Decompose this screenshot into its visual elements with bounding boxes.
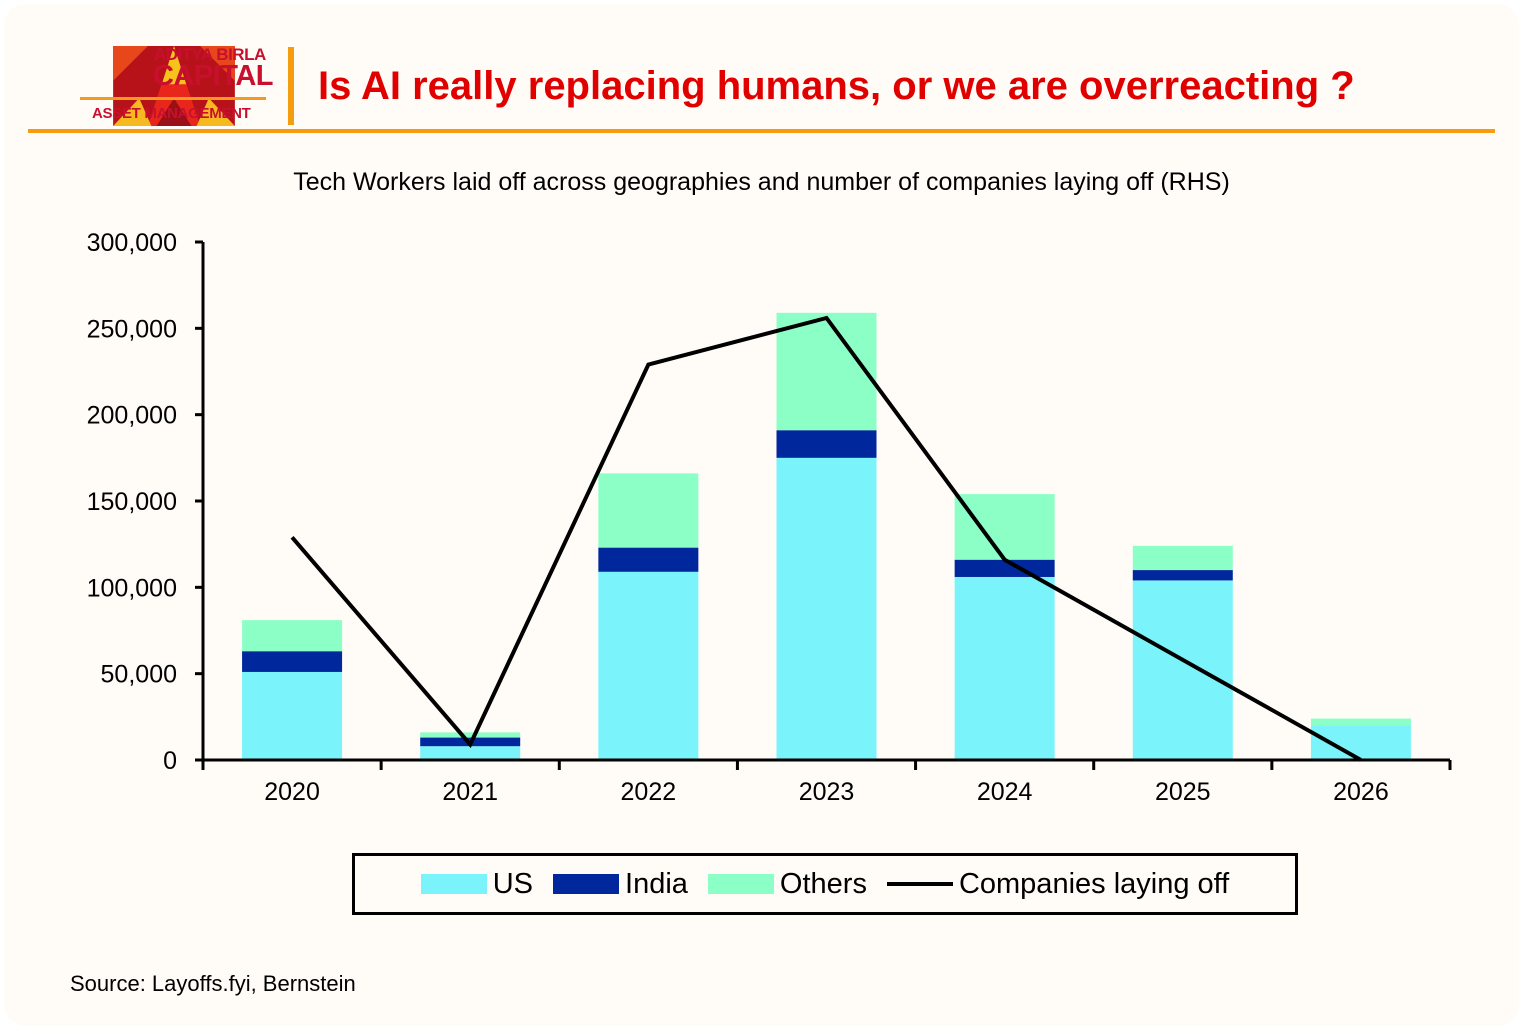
bar-india-2023 bbox=[776, 430, 877, 458]
y-tick-label: 150,000 bbox=[87, 488, 177, 516]
bar-us-2023 bbox=[776, 457, 877, 760]
brand-subtitle: ASSET MANAGEMENT bbox=[92, 105, 251, 122]
line-companies-laying-off bbox=[290, 315, 1362, 762]
brand-name: ADITYA BIRLA bbox=[154, 45, 266, 64]
bar-us-2026 bbox=[1310, 725, 1411, 760]
bar-others-2024 bbox=[954, 494, 1055, 560]
x-tick-label: 2023 bbox=[799, 778, 855, 806]
legend-item-india: India bbox=[553, 868, 688, 901]
x-tick-label: 2026 bbox=[1333, 778, 1389, 806]
source-note: Source: Layoffs.fyi, Bernstein bbox=[70, 971, 356, 996]
x-tick-label: 2025 bbox=[1155, 778, 1211, 806]
y-tick-label: 300,000 bbox=[87, 229, 177, 257]
bar-us-2025 bbox=[1132, 580, 1233, 760]
brand-capital: CAPITAL bbox=[153, 60, 274, 92]
bar-others-2022 bbox=[598, 473, 699, 548]
header-rule bbox=[28, 129, 1495, 133]
legend-swatch bbox=[707, 874, 774, 894]
y-tick-label: 50,000 bbox=[101, 661, 177, 689]
legend-swatch bbox=[553, 874, 620, 894]
legend-label: US bbox=[492, 867, 534, 900]
bar-us-2024 bbox=[954, 576, 1055, 760]
y-tick-label: 250,000 bbox=[87, 315, 177, 343]
bar-others-2025 bbox=[1132, 545, 1233, 571]
x-tick-label: 2024 bbox=[977, 778, 1033, 806]
legend-label: Others bbox=[779, 867, 867, 900]
bar-india-2024 bbox=[954, 559, 1055, 577]
bar-us-2020 bbox=[242, 671, 343, 760]
bar-others-2026 bbox=[1310, 718, 1411, 726]
x-tick-label: 2021 bbox=[442, 778, 498, 806]
page-title: Is AI really replacing humans, or we are… bbox=[318, 64, 1355, 108]
legend: US India Others Companies laying off bbox=[352, 853, 1298, 915]
bar-india-2022 bbox=[598, 547, 699, 572]
brand-divider bbox=[80, 97, 266, 100]
legend-item-companies: Companies laying off bbox=[886, 867, 1230, 901]
x-tick-label: 2020 bbox=[264, 778, 320, 806]
bar-others-2023 bbox=[776, 312, 877, 431]
legend-item-us: US bbox=[420, 867, 534, 901]
aditya-birla-logo-icon bbox=[113, 46, 235, 126]
chart-title: Tech Workers laid off across geographies… bbox=[293, 168, 1230, 196]
legend-label: Companies laying off bbox=[958, 867, 1230, 900]
bar-india-2020 bbox=[242, 651, 343, 672]
x-tick-label: 2022 bbox=[621, 778, 677, 806]
bar-us-2022 bbox=[598, 571, 699, 760]
legend-item-others: Others bbox=[707, 867, 867, 901]
bar-others-2021 bbox=[420, 732, 521, 738]
y-tick-label: 0 bbox=[163, 747, 177, 775]
bar-india-2025 bbox=[1132, 570, 1233, 581]
y-tick-label: 200,000 bbox=[87, 402, 177, 430]
header-divider bbox=[288, 47, 294, 125]
y-tick-label: 100,000 bbox=[87, 574, 177, 602]
bar-others-2020 bbox=[242, 620, 343, 652]
legend-line-swatch bbox=[886, 882, 953, 886]
bar-us-2021 bbox=[420, 746, 521, 760]
legend-label: India bbox=[625, 867, 688, 900]
legend-swatch bbox=[420, 874, 487, 894]
